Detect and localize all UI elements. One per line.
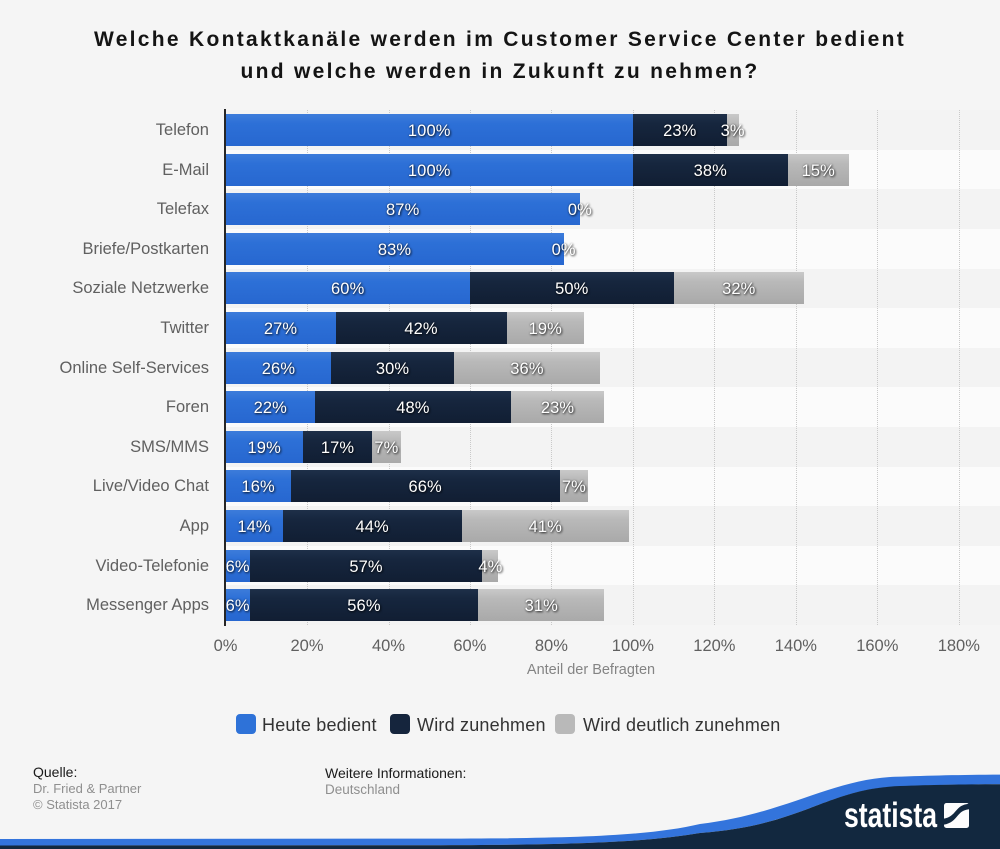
svg-text:statista: statista: [844, 796, 937, 835]
